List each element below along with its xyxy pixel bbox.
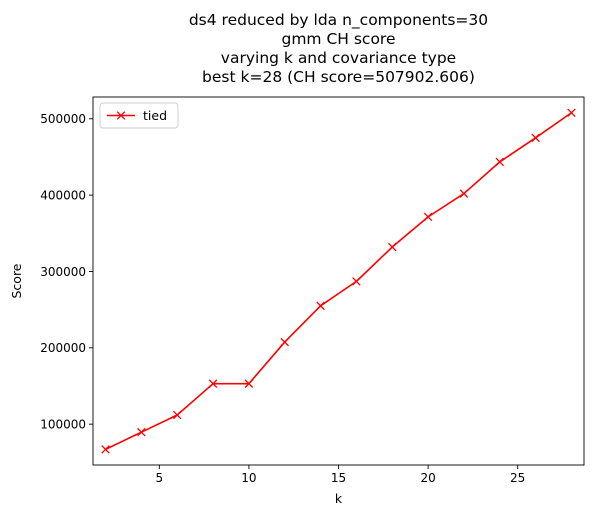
title-line: varying k and covariance type	[221, 49, 456, 67]
data-point	[352, 277, 361, 286]
y-tick-label: 300000	[40, 265, 86, 279]
y-tick-label: 200000	[40, 341, 86, 355]
y-tick-label: 100000	[40, 417, 86, 431]
data-point	[495, 157, 505, 167]
x-tick-label: 10	[241, 471, 256, 485]
legend-marker	[116, 111, 126, 120]
data-point	[387, 242, 397, 252]
data-point	[567, 108, 576, 117]
x-axis: 5 10 15 20 25	[155, 465, 525, 485]
title-line: ds4 reduced by lda n_components=30	[189, 11, 488, 30]
data-point	[316, 301, 325, 311]
y-axis-label: Score	[9, 263, 24, 298]
x-tick-label: 5	[155, 471, 163, 485]
legend-label: tied	[143, 108, 167, 123]
data-point	[280, 337, 290, 347]
data-point	[208, 379, 218, 388]
title-line: gmm CH score	[281, 30, 395, 48]
plot-area	[92, 96, 585, 466]
data-point	[531, 133, 540, 143]
data-point	[172, 410, 182, 420]
series-line	[105, 112, 572, 451]
x-axis-label: k	[335, 491, 343, 506]
data-point	[459, 189, 469, 198]
data-point	[244, 379, 254, 388]
title-line: best k=28 (CH score=507902.606)	[202, 68, 475, 86]
x-tick-label: 20	[420, 471, 435, 485]
data-point	[423, 212, 433, 222]
legend-box	[99, 102, 179, 129]
data-point	[137, 427, 146, 437]
y-tick-label: 400000	[40, 188, 86, 202]
data-point	[101, 445, 110, 454]
series-layer	[101, 108, 576, 454]
x-tick-label: 25	[510, 471, 525, 485]
y-axis: 100000 200000 300000 400000 500000	[40, 112, 93, 431]
y-tick-label: 500000	[40, 112, 86, 126]
legend: tied	[99, 102, 179, 129]
x-tick-label: 15	[331, 471, 346, 485]
